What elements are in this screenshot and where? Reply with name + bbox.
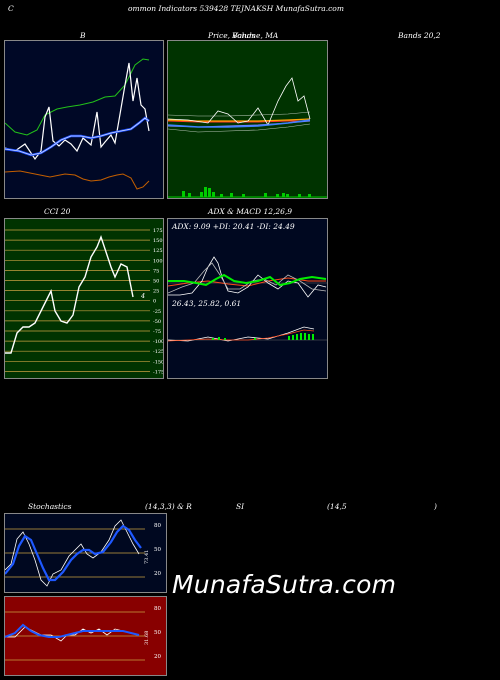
panel-b-label: B (80, 31, 86, 40)
cci-label: CCI 20 (44, 207, 71, 216)
cci-tick-label: -100 (153, 339, 163, 345)
stoch-current-value: 73.41 (144, 550, 150, 564)
rsi-tick-20: 20 (154, 654, 161, 660)
cci-tick-label: 150 (153, 238, 163, 244)
price-panel-chart (167, 40, 328, 199)
stoch-plot: 80 50 20 73.41 (5, 519, 161, 587)
cci-tick-label: -150 (153, 359, 163, 365)
adx-label: ADX & MACD 12,26,9 (208, 207, 293, 216)
cci-tick-label: 125 (153, 248, 163, 254)
cci-tick-label: -125 (153, 349, 163, 355)
cci-tick-label: -75 (153, 329, 161, 335)
adx-panel-chart: ADX: 9.09 +DI: 20.41 -DI: 24.49 26.43, 2… (167, 218, 328, 379)
cci-tick-label: 25 (153, 289, 159, 295)
stoch-tick-20: 20 (154, 571, 161, 577)
cci-tick-label: -50 (153, 319, 161, 325)
price-panel-overlay: Bands (232, 31, 256, 40)
bands-label: Bands 20,2 (398, 31, 441, 40)
adx-values: ADX: 9.09 +DI: 20.41 -DI: 24.49 (172, 222, 295, 231)
cci-tick-label: 75 (153, 268, 159, 274)
panel-b-lines (5, 58, 150, 190)
cci-plot: 175 150 125 100 75 50 25 0 -25 -50 -75 -100 -125 -150… (5, 228, 163, 375)
rsi-panel-chart: 80 50 20 31.68 (4, 596, 167, 676)
rsi-current-value: 31.68 (144, 631, 150, 645)
rsi-plot: 80 50 20 31.68 (5, 606, 161, 661)
rsi-params: (14,5 (327, 502, 347, 511)
cci-tick-label: 175 (153, 228, 163, 234)
stoch-tick-80: 80 (154, 523, 161, 529)
price-panel-label: Price, Volume, MA (208, 31, 279, 40)
panel-b-chart (4, 40, 164, 199)
rsi-close-paren: ) (434, 502, 437, 511)
watermark: MunafaSutra.com (172, 570, 397, 599)
rsi-tick-80: 80 (154, 606, 161, 612)
cci-current-value: 4 (140, 292, 145, 300)
cci-tick-label: 0 (153, 299, 156, 305)
rsi-si-label: SI (236, 502, 245, 511)
cci-tick-label: -25 (153, 309, 161, 315)
cci-tick-label: 100 (153, 258, 163, 264)
stoch-panel-chart: 80 50 20 73.41 (4, 513, 167, 593)
cci-panel-chart: 175 150 125 100 75 50 25 0 -25 -50 -75 -100 -125 -150… (4, 218, 164, 379)
stoch-label: Stochastics (28, 502, 72, 511)
rsi-tick-50: 50 (154, 630, 161, 636)
header-c: C (8, 4, 14, 13)
stoch-params: (14,3,3) & R (145, 502, 192, 511)
cci-tick-label: 50 (153, 279, 159, 285)
cci-tick-label: -175 (153, 369, 163, 375)
price-panel-lines (168, 77, 327, 198)
stoch-tick-50: 50 (154, 547, 161, 553)
adx-lines (168, 256, 327, 342)
header-title: ommon Indicators 539428 TEJNAKSH MunafaS… (128, 4, 344, 13)
macd-values: 26.43, 25.82, 0.61 (172, 299, 242, 308)
